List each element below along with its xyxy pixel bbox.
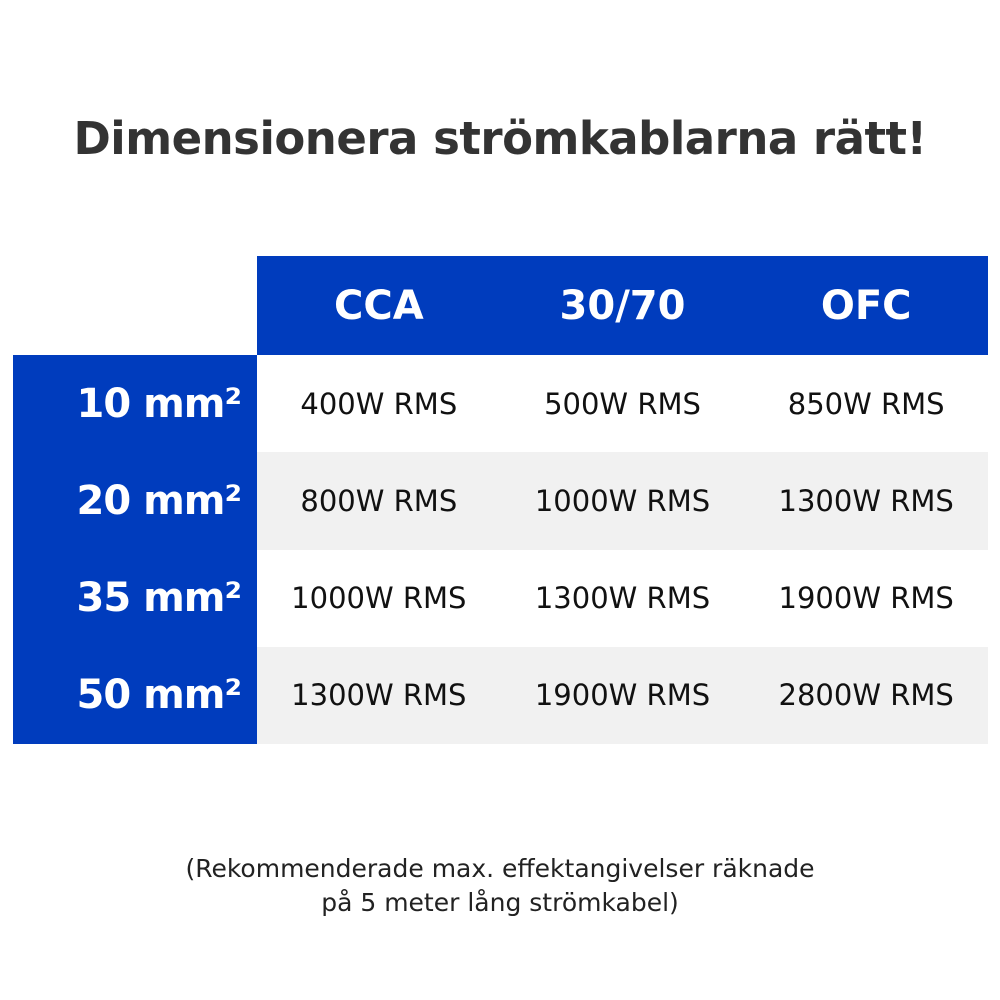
column-header-ofc: OFC (820, 282, 912, 329)
footnote-line-2: på 5 meter lång strömkabel) (321, 888, 679, 917)
column-header-30-70: 30/70 (559, 282, 686, 329)
row-label: 10 mm² (76, 380, 242, 427)
table-cell: 1900W RMS (778, 581, 954, 616)
table-cell: 850W RMS (787, 386, 945, 421)
table-cell: 1000W RMS (500, 452, 745, 550)
table-row: 10 mm² 400W RMS 500W RMS 850W RMS (13, 355, 988, 452)
table-row: 20 mm² 800W RMS 1000W RMS 1300W RMS (13, 452, 988, 550)
table-row: 50 mm² 1300W RMS 1900W RMS 2800W RMS (13, 646, 988, 744)
footnote: (Rekommenderade max. effektangivelser rä… (0, 852, 1000, 920)
table-cell: 1300W RMS (744, 452, 988, 550)
footnote-line-1: (Rekommenderade max. effektangivelser rä… (185, 854, 815, 883)
row-label: 20 mm² (76, 477, 242, 524)
table-cell: 1900W RMS (500, 646, 745, 744)
table-cell: 2800W RMS (744, 646, 988, 744)
table-cell: 800W RMS (256, 452, 501, 550)
table-header: CCA 30/70 OFC (257, 256, 988, 355)
row-label: 35 mm² (76, 575, 242, 622)
row-label: 50 mm² (76, 672, 242, 719)
column-header-cca: CCA (334, 282, 424, 329)
table-cell: 1000W RMS (291, 581, 467, 616)
row-header-column (13, 355, 257, 744)
table-cell: 500W RMS (544, 386, 701, 421)
page-title: Dimensionera strömkablarna rätt! (73, 112, 927, 165)
table-row: 35 mm² 1000W RMS 1300W RMS 1900W RMS (13, 550, 988, 647)
table-cell: 1300W RMS (256, 646, 501, 744)
table-cell: 400W RMS (300, 386, 458, 421)
table-cell: 1300W RMS (534, 581, 711, 616)
